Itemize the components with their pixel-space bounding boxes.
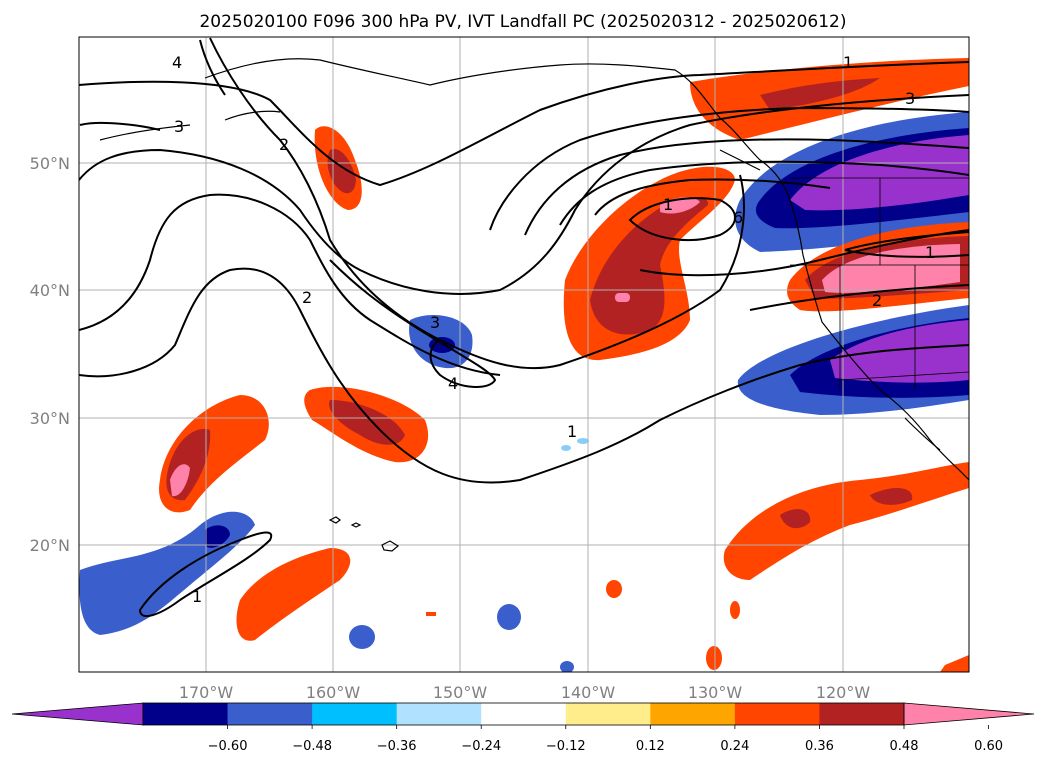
map-panel: 4 3 2 2 1 6 1 3 2 1 3 4 1 1 [79,37,969,672]
lon-label: 140°W [561,683,616,702]
contour-label: 1 [663,195,673,214]
colorbar-swatch [650,703,736,725]
colorbar-tick-label: 0.60 [974,739,1003,754]
contour-label: 3 [174,117,184,136]
lat-label: 20°N [30,536,70,555]
colorbar-swatch [565,703,651,725]
contour-label: 1 [843,53,853,72]
colorbar-tick-label: 0.48 [890,739,919,754]
lat-label: 50°N [30,154,70,173]
coastlines [99,58,969,552]
contour-label: 4 [172,53,182,72]
colorbar-tick-label: −0.24 [461,739,501,754]
map-frame [78,36,970,673]
colorbar-swatch [312,703,398,725]
lon-label: 170°W [179,683,234,702]
colorbar-swatch [819,703,905,725]
lat-labels: 50°N 40°N 30°N 20°N [30,154,70,555]
contour-label: 1 [925,243,935,262]
colorbar-tick-label: 0.24 [720,739,749,754]
figure-title: 2025020100 F096 300 hPa PV, IVT Landfall… [199,12,846,32]
colorbar-tick-label: −0.12 [546,739,586,754]
lon-label: 120°W [816,683,871,702]
colorbar-swatch [734,703,820,725]
colorbar-tick-label: −0.60 [208,739,248,754]
contour-label: 2 [872,291,882,310]
contour-label: 1 [192,587,202,606]
lon-label: 150°W [433,683,488,702]
contour-label: 3 [905,89,915,108]
colorbar-tick-label: −0.36 [377,739,417,754]
colorbar-swatch [227,703,313,725]
colorbar-tick-label: 0.36 [805,739,834,754]
lat-label: 40°N [30,281,70,300]
colorbar-extend-min [11,702,144,726]
contour-label: 2 [302,288,312,307]
contour-label: 6 [733,208,743,227]
lat-label: 30°N [30,409,70,428]
lon-label: 130°W [688,683,743,702]
contour-label: 4 [448,374,458,393]
colorbar-tick-label: 0.12 [636,739,665,754]
pv-contours [79,37,969,618]
colorbar: −0.60 −0.48 −0.36 −0.24 −0.12 0.12 0.24 0.36 0.4… [11,702,1035,754]
colorbar-tick-label: −0.48 [292,739,332,754]
colorbar-swatch [143,703,229,725]
contour-label: 2 [279,135,289,154]
colorbar-extend-max [903,702,1035,726]
colorbar-swatch [396,703,482,725]
borders [790,177,969,390]
contour-label: 1 [567,422,577,441]
lon-labels: 170°W 160°W 150°W 140°W 130°W 120°W [179,683,871,702]
contour-label: 3 [430,313,440,332]
colorbar-swatch [481,703,567,725]
contour-labels: 4 3 2 2 1 6 1 3 2 1 3 4 1 1 [172,53,935,606]
lon-label: 160°W [306,683,361,702]
colorbar-frame [142,702,905,726]
